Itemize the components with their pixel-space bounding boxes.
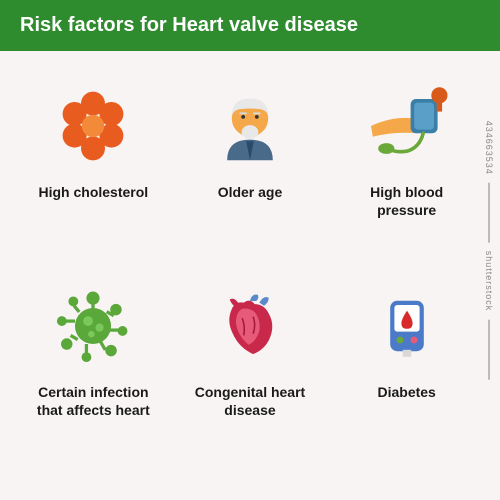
watermark: 434663534 shutterstock xyxy=(484,121,494,380)
bp-label: High blood pressure xyxy=(342,183,472,219)
bp-cuff-icon xyxy=(362,81,452,171)
glucometer-icon xyxy=(362,281,452,371)
cholesterol-label: High cholesterol xyxy=(38,183,148,201)
watermark-site: shutterstock xyxy=(484,251,494,312)
diabetes-label: Diabetes xyxy=(377,383,435,401)
cell-older-age: Older age xyxy=(177,81,324,271)
virus-icon xyxy=(48,281,138,371)
cell-congenital: Congenital heart disease xyxy=(177,281,324,471)
older-age-label: Older age xyxy=(218,183,283,201)
old-man-icon xyxy=(205,81,295,171)
cell-infection: Certain infection that affects heart xyxy=(20,281,167,471)
infection-label: Certain infection that affects heart xyxy=(28,383,158,419)
congenital-label: Congenital heart disease xyxy=(185,383,315,419)
risk-factors-grid: High cholesterol Older age xyxy=(0,51,500,491)
cell-diabetes: Diabetes xyxy=(333,281,480,471)
watermark-id: 434663534 xyxy=(484,121,494,175)
page-title: Risk factors for Heart valve disease xyxy=(0,0,500,51)
heart-organ-icon xyxy=(205,281,295,371)
cell-cholesterol: High cholesterol xyxy=(20,81,167,271)
cholesterol-icon xyxy=(48,81,138,171)
cell-blood-pressure: High blood pressure xyxy=(333,81,480,271)
